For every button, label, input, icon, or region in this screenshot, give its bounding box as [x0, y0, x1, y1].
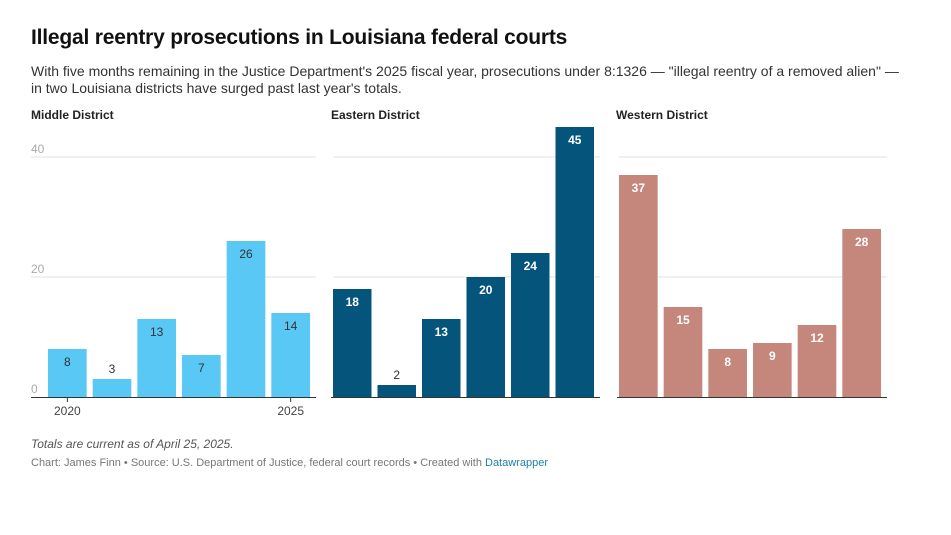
chart-subtitle: With five months remaining in the Justic… [31, 63, 899, 96]
bar [708, 349, 747, 397]
x-tick-label: 2025 [277, 404, 304, 418]
bar [466, 277, 505, 397]
bar [333, 289, 372, 397]
bar-value-label: 28 [855, 235, 869, 249]
bar-value-label: 8 [724, 355, 731, 369]
bar [619, 175, 658, 397]
panel-title: Eastern District [331, 108, 420, 122]
panel-2: Western District 37 15 8 9 12 28 [616, 108, 887, 398]
bar-value-label: 7 [198, 361, 205, 375]
bar-value-label: 37 [632, 181, 646, 195]
bar-value-label: 26 [239, 247, 253, 261]
bar [511, 253, 550, 397]
bar [422, 319, 461, 397]
y-tick-label: 40 [31, 142, 45, 156]
small-multiples-chart: Middle District 0 20 40 8 3 13 7 26 14 2020 2025 Eas… [31, 108, 887, 418]
bar [753, 343, 792, 397]
bar-value-label: 45 [568, 133, 582, 147]
bar [226, 241, 266, 397]
bar [137, 319, 176, 397]
bar-value-label: 9 [769, 349, 776, 363]
bar [271, 313, 310, 397]
y-tick-label: 20 [31, 262, 45, 276]
y-tick-label: 0 [31, 382, 38, 396]
bar [182, 355, 221, 397]
bar [377, 385, 416, 397]
credits-text: Chart: James Finn • Source: U.S. Departm… [31, 457, 485, 469]
bar-value-label: 15 [676, 313, 690, 327]
chart-note: Totals are current as of April 25, 2025. [31, 437, 234, 451]
bar-value-label: 20 [479, 283, 493, 297]
panel-title: Middle District [31, 108, 114, 122]
panel-1: Eastern District 18 2 13 20 24 45 [331, 108, 600, 398]
bar-value-label: 12 [810, 331, 824, 345]
bar-value-label: 13 [435, 325, 449, 339]
bar [555, 127, 594, 397]
bar-value-label: 8 [64, 355, 71, 369]
bar [797, 325, 837, 397]
chart-credits: Chart: James Finn • Source: U.S. Departm… [31, 457, 548, 469]
datawrapper-link[interactable]: Datawrapper [485, 457, 548, 469]
bar-value-label: 13 [150, 325, 164, 339]
panel-0: Middle District 0 20 40 8 3 13 7 26 14 2020 2025 [31, 108, 316, 418]
bar-value-label: 3 [109, 362, 116, 376]
bar [842, 229, 881, 397]
bar [663, 307, 703, 397]
bar-value-label: 2 [393, 368, 400, 382]
bar [48, 349, 87, 397]
bar-value-label: 14 [284, 319, 298, 333]
panel-title: Western District [616, 108, 708, 122]
bar-value-label: 24 [524, 259, 538, 273]
chart-title: Illegal reentry prosecutions in Louisian… [31, 26, 568, 49]
bar [92, 379, 132, 397]
bar-value-label: 18 [346, 295, 360, 309]
x-tick-label: 2020 [54, 404, 81, 418]
